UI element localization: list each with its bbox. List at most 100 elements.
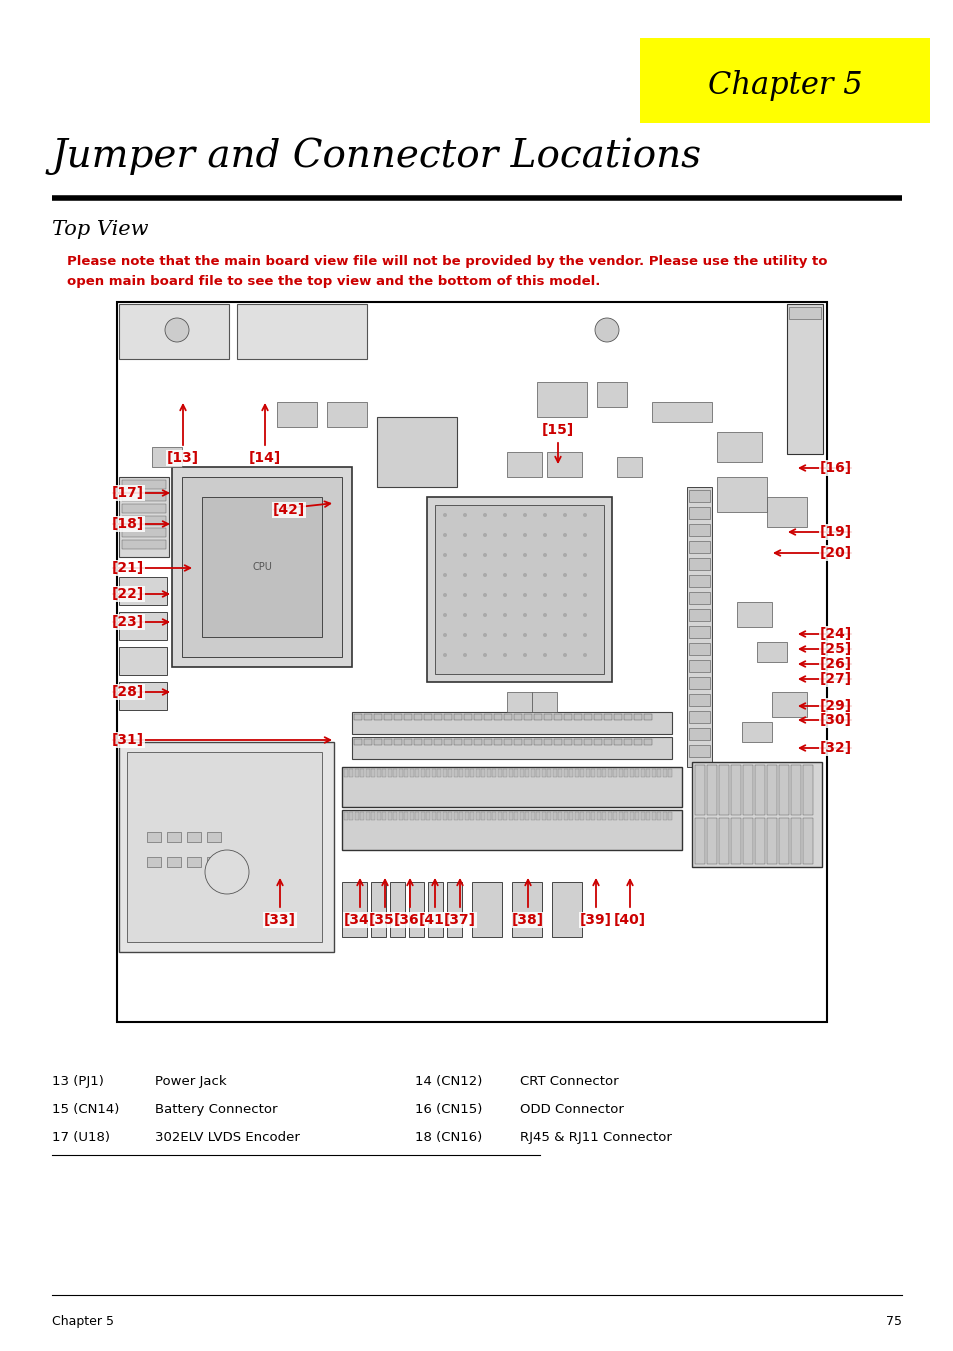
Bar (574, 739, 581, 744)
Bar (688, 694, 709, 707)
Bar (788, 307, 821, 319)
Bar (534, 739, 541, 744)
Bar (494, 739, 501, 744)
Bar (398, 769, 402, 777)
Circle shape (502, 653, 506, 657)
Text: [19]: [19] (819, 526, 851, 539)
Bar (737, 603, 771, 627)
Bar (443, 739, 452, 744)
Bar (754, 765, 764, 815)
Bar (790, 765, 801, 815)
Bar (688, 490, 709, 503)
Bar (117, 303, 826, 1021)
Bar (366, 812, 370, 820)
Circle shape (462, 513, 467, 517)
Bar (374, 739, 381, 744)
Text: [27]: [27] (819, 671, 851, 686)
Bar (597, 382, 626, 407)
Text: [34]: [34] (344, 913, 375, 927)
Bar (492, 769, 496, 777)
Bar (122, 540, 166, 549)
Text: [38]: [38] (512, 913, 543, 927)
Bar (202, 497, 322, 638)
Text: [14]: [14] (249, 451, 281, 465)
Circle shape (542, 534, 546, 536)
Bar (563, 713, 572, 720)
Text: CPU: CPU (252, 562, 272, 571)
Bar (624, 812, 628, 820)
Circle shape (462, 593, 467, 597)
Circle shape (562, 634, 566, 638)
Text: CRT Connector: CRT Connector (519, 1075, 618, 1088)
Circle shape (502, 513, 506, 517)
Bar (688, 592, 709, 604)
Bar (574, 713, 581, 720)
Bar (376, 812, 380, 820)
Text: RJ45 & RJ11 Connector: RJ45 & RJ11 Connector (519, 1131, 671, 1144)
Bar (668, 769, 672, 777)
Circle shape (442, 534, 447, 536)
Bar (344, 812, 348, 820)
Bar (374, 713, 381, 720)
Bar (481, 769, 485, 777)
Bar (410, 812, 414, 820)
Circle shape (562, 593, 566, 597)
Bar (575, 812, 578, 820)
Bar (119, 304, 229, 359)
Text: [17]: [17] (112, 486, 144, 500)
Bar (355, 769, 358, 777)
Bar (147, 832, 161, 842)
Bar (371, 882, 386, 938)
Bar (376, 417, 456, 486)
Bar (662, 769, 666, 777)
Bar (364, 739, 372, 744)
Bar (423, 739, 432, 744)
Bar (668, 812, 672, 820)
Bar (119, 477, 169, 557)
Circle shape (462, 634, 467, 638)
Circle shape (482, 534, 486, 536)
Bar (119, 647, 167, 676)
Bar (506, 692, 532, 712)
Bar (790, 817, 801, 865)
Bar (579, 769, 584, 777)
Bar (344, 769, 348, 777)
Bar (404, 769, 408, 777)
Text: 14 (CN12): 14 (CN12) (415, 1075, 482, 1088)
Text: [39]: [39] (579, 913, 612, 927)
Circle shape (542, 613, 546, 617)
Circle shape (442, 573, 447, 577)
Text: [32]: [32] (819, 740, 851, 755)
Bar (597, 769, 600, 777)
Circle shape (522, 534, 526, 536)
Text: [15]: [15] (541, 423, 574, 436)
Bar (442, 812, 447, 820)
Bar (618, 769, 622, 777)
Text: Battery Connector: Battery Connector (154, 1102, 277, 1116)
Bar (182, 477, 341, 657)
Bar (207, 832, 221, 842)
Text: Top View: Top View (52, 220, 149, 239)
Bar (434, 739, 441, 744)
Bar (394, 713, 401, 720)
Circle shape (542, 553, 546, 557)
Circle shape (582, 513, 586, 517)
Bar (459, 769, 463, 777)
Bar (695, 817, 704, 865)
Bar (437, 769, 441, 777)
Circle shape (522, 593, 526, 597)
Bar (547, 812, 551, 820)
Bar (717, 477, 766, 512)
Bar (563, 812, 567, 820)
Text: Chapter 5: Chapter 5 (707, 70, 862, 101)
Circle shape (482, 593, 486, 597)
Circle shape (205, 850, 249, 894)
Bar (172, 467, 352, 667)
Bar (434, 713, 441, 720)
Bar (583, 739, 592, 744)
Bar (410, 769, 414, 777)
Bar (503, 713, 512, 720)
Circle shape (502, 593, 506, 597)
Bar (464, 769, 469, 777)
Bar (476, 812, 479, 820)
